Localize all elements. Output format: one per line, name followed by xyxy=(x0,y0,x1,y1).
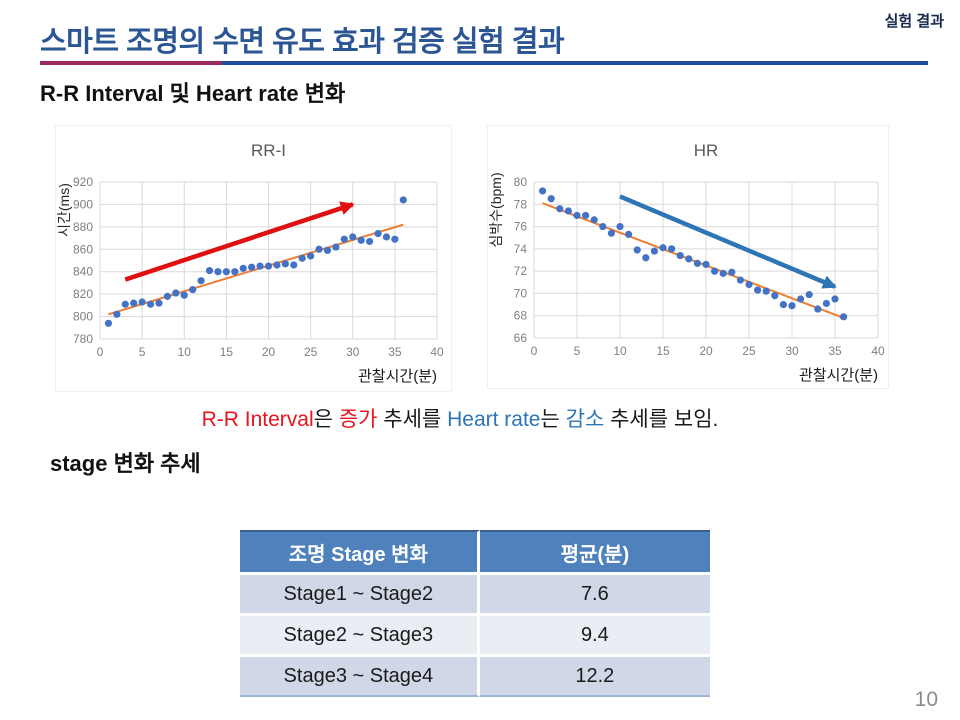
svg-text:40: 40 xyxy=(871,344,885,358)
svg-text:관찰시간(분): 관찰시간(분) xyxy=(358,368,437,385)
table-cell: Stage3 ~ Stage4 xyxy=(240,657,480,697)
summary-segment: 추세를 보임. xyxy=(604,408,719,431)
svg-text:820: 820 xyxy=(73,287,93,301)
svg-text:20: 20 xyxy=(699,344,713,358)
table-row: Stage1 ~ Stage2 7.6 xyxy=(240,575,710,616)
svg-text:심박수(bpm): 심박수(bpm) xyxy=(488,172,504,247)
svg-text:76: 76 xyxy=(514,220,528,234)
svg-text:15: 15 xyxy=(656,344,670,358)
svg-text:780: 780 xyxy=(73,332,93,346)
summary-segment: 는 xyxy=(540,408,566,431)
svg-text:15: 15 xyxy=(220,345,234,359)
svg-text:68: 68 xyxy=(514,309,528,323)
svg-text:900: 900 xyxy=(73,197,93,211)
svg-text:840: 840 xyxy=(73,265,93,279)
svg-text:70: 70 xyxy=(514,286,528,300)
rri-chart: 0 5 10 15 20 25 30 35 40 780 800 820 840 860 880 900 920… xyxy=(55,125,452,392)
svg-text:25: 25 xyxy=(304,345,318,359)
svg-text:0: 0 xyxy=(531,344,538,358)
svg-text:40: 40 xyxy=(430,345,444,359)
stage-table: 조명 Stage 변화 평균(분) Stage1 ~ Stage2 7.6 Stage… xyxy=(240,530,710,697)
summary-text: R-R Interval은 증가 추세를 Heart rate는 감소 추세를 … xyxy=(0,403,920,433)
svg-text:800: 800 xyxy=(73,310,93,324)
table-cell: 9.4 xyxy=(479,616,710,657)
summary-segment: 증가 xyxy=(338,408,378,431)
svg-text:66: 66 xyxy=(514,331,528,345)
slide-title: 스마트 조명의 수면 유도 효과 검증 실험 결과 xyxy=(40,26,565,58)
summary-segment: 은 xyxy=(313,408,339,431)
svg-text:920: 920 xyxy=(73,175,93,189)
rri-chart-svg: 0 5 10 15 20 25 30 35 40 780 800 820 840 860 880 900 920… xyxy=(56,141,444,385)
table-row: Stage3 ~ Stage4 12.2 xyxy=(240,657,710,697)
svg-text:HR: HR xyxy=(694,141,719,160)
svg-text:30: 30 xyxy=(346,345,360,359)
svg-text:관찰시간(분): 관찰시간(분) xyxy=(799,367,878,384)
summary-segment: R-R Interval xyxy=(201,408,314,431)
section-heading-rr-hr: R-R Interval 및 Heart rate 변화 xyxy=(40,81,346,106)
svg-text:5: 5 xyxy=(139,345,146,359)
svg-text:10: 10 xyxy=(178,345,192,359)
hr-chart-svg: 0 5 10 15 20 25 30 35 40 66 68 70 72 74 76 78 80 HR 심박수(bp… xyxy=(488,141,885,384)
section-heading-stage: stage 변화 추세 xyxy=(50,451,201,476)
summary-segment: 감소 xyxy=(565,408,605,431)
stage-table-header: 조명 Stage 변화 평균(분) xyxy=(240,530,710,575)
svg-text:860: 860 xyxy=(73,242,93,256)
svg-text:80: 80 xyxy=(514,175,528,189)
table-header-cell: 평균(분) xyxy=(479,530,710,575)
svg-text:78: 78 xyxy=(514,197,528,211)
summary-segment: Heart rate xyxy=(447,408,541,431)
summary-segment: 추세를 xyxy=(377,408,448,431)
svg-text:880: 880 xyxy=(73,220,93,234)
svg-text:시간(ms): 시간(ms) xyxy=(56,183,72,237)
svg-text:5: 5 xyxy=(574,344,581,358)
underline-crimson-segment xyxy=(40,61,222,65)
svg-text:72: 72 xyxy=(514,264,528,278)
hr-chart: 0 5 10 15 20 25 30 35 40 66 68 70 72 74 76 78 80 HR 심박수(bp… xyxy=(487,125,889,389)
stage-table-body: Stage1 ~ Stage2 7.6 Stage2 ~ Stage3 9.4 Stag… xyxy=(240,575,710,697)
table-cell: Stage2 ~ Stage3 xyxy=(240,616,480,657)
svg-text:74: 74 xyxy=(514,242,528,256)
page-number: 10 xyxy=(914,688,938,711)
svg-text:10: 10 xyxy=(613,344,627,358)
svg-text:0: 0 xyxy=(97,345,104,359)
svg-text:35: 35 xyxy=(388,345,402,359)
svg-text:RR-I: RR-I xyxy=(251,141,286,160)
corner-label: 실험 결과 xyxy=(884,13,944,30)
table-cell: Stage1 ~ Stage2 xyxy=(240,575,480,616)
table-cell: 7.6 xyxy=(479,575,710,616)
table-header-cell: 조명 Stage 변화 xyxy=(240,530,480,575)
svg-text:30: 30 xyxy=(785,344,799,358)
title-underline xyxy=(40,61,928,65)
table-cell: 12.2 xyxy=(479,657,710,697)
table-row: Stage2 ~ Stage3 9.4 xyxy=(240,616,710,657)
svg-text:35: 35 xyxy=(828,344,842,358)
svg-text:20: 20 xyxy=(262,345,276,359)
svg-text:25: 25 xyxy=(742,344,756,358)
underline-navy-segment xyxy=(222,61,928,65)
